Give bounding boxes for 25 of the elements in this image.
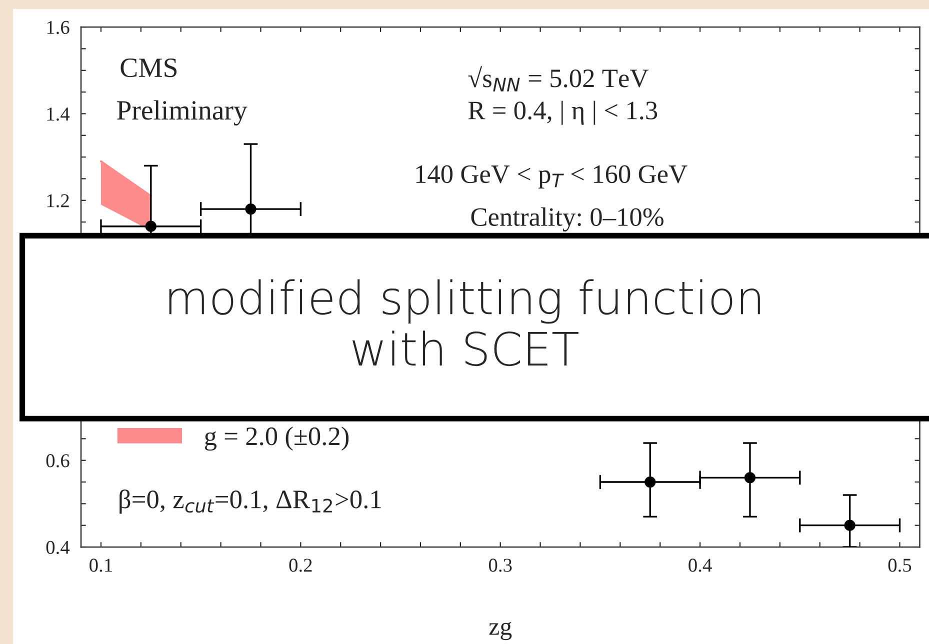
x-tick-label: 0.5	[888, 558, 912, 572]
annotation: Centrality: 0–10%	[471, 207, 664, 232]
annotation: β=0, z$_{cut}$=0.1, ΔR$_{12}$>0.1	[120, 490, 381, 514]
point	[145, 220, 156, 232]
y-tick-label: 0.6	[46, 454, 70, 468]
y-tick-label: 1.2	[47, 194, 69, 208]
y-tick-label: 1.6	[47, 20, 70, 34]
annotation: R = 0.4, | η | < 1.3	[468, 100, 658, 125]
x-tick-label: 0.4	[688, 558, 712, 572]
point	[844, 520, 856, 531]
x-tick-label: 0.1	[90, 558, 112, 572]
point	[245, 203, 256, 215]
x-tick-label: 0.2	[289, 558, 312, 572]
point	[644, 476, 656, 488]
legend-label: g = 2.0 (±0.2)	[204, 426, 349, 451]
x-tick-label: 0.3	[488, 558, 512, 572]
annotation: 140 GeV < p$_{T}$ < 160 GeV	[416, 165, 688, 188]
annotation: CMS	[120, 58, 177, 78]
x-axis-title: zg	[489, 622, 512, 640]
point	[744, 472, 756, 484]
y-tick-label: 0.4	[46, 540, 70, 554]
annotation: Preliminary	[117, 100, 248, 126]
y-tick-label: 1.4	[47, 108, 70, 121]
annotation: √s$_{NN}$ = 5.02 TeV	[468, 66, 648, 92]
annotation: modified splitting function with SCET	[169, 279, 760, 366]
